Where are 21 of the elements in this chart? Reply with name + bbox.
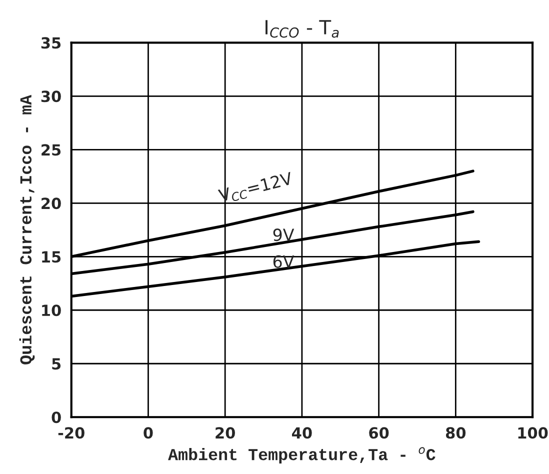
series-label: 9V [273, 228, 294, 242]
y-tick-label: 15 [42, 251, 61, 263]
x-tick-label: 100 [518, 427, 548, 439]
y-tick-label: 25 [42, 144, 61, 156]
x-axis-title: Ambient Temperature,Ta - $^{o}$C [168, 447, 436, 464]
x-tick-label: 0 [144, 427, 153, 439]
y-tick-label: 10 [42, 304, 61, 316]
x-tick-label: 80 [446, 427, 466, 439]
x-tick-label: 20 [216, 427, 235, 439]
series-label: 6V [273, 255, 294, 268]
text: V$_{CC}$=12V [218, 172, 294, 205]
y-tick-label: 35 [41, 37, 61, 49]
x-tick-label: 40 [292, 427, 312, 439]
chart-title: I$_{CCO}$ - T$_{a}$ [266, 20, 339, 38]
y-tick-label: 30 [41, 90, 61, 102]
y-axis-title: Quiescent Current,Icco - mA [19, 94, 35, 364]
y-tick-label: 0 [52, 412, 61, 424]
x-tick-label: -20 [58, 427, 84, 439]
y-tick-label: 5 [52, 358, 61, 370]
x-tick-label: 60 [369, 427, 389, 439]
y-tick-label: 20 [42, 198, 61, 210]
